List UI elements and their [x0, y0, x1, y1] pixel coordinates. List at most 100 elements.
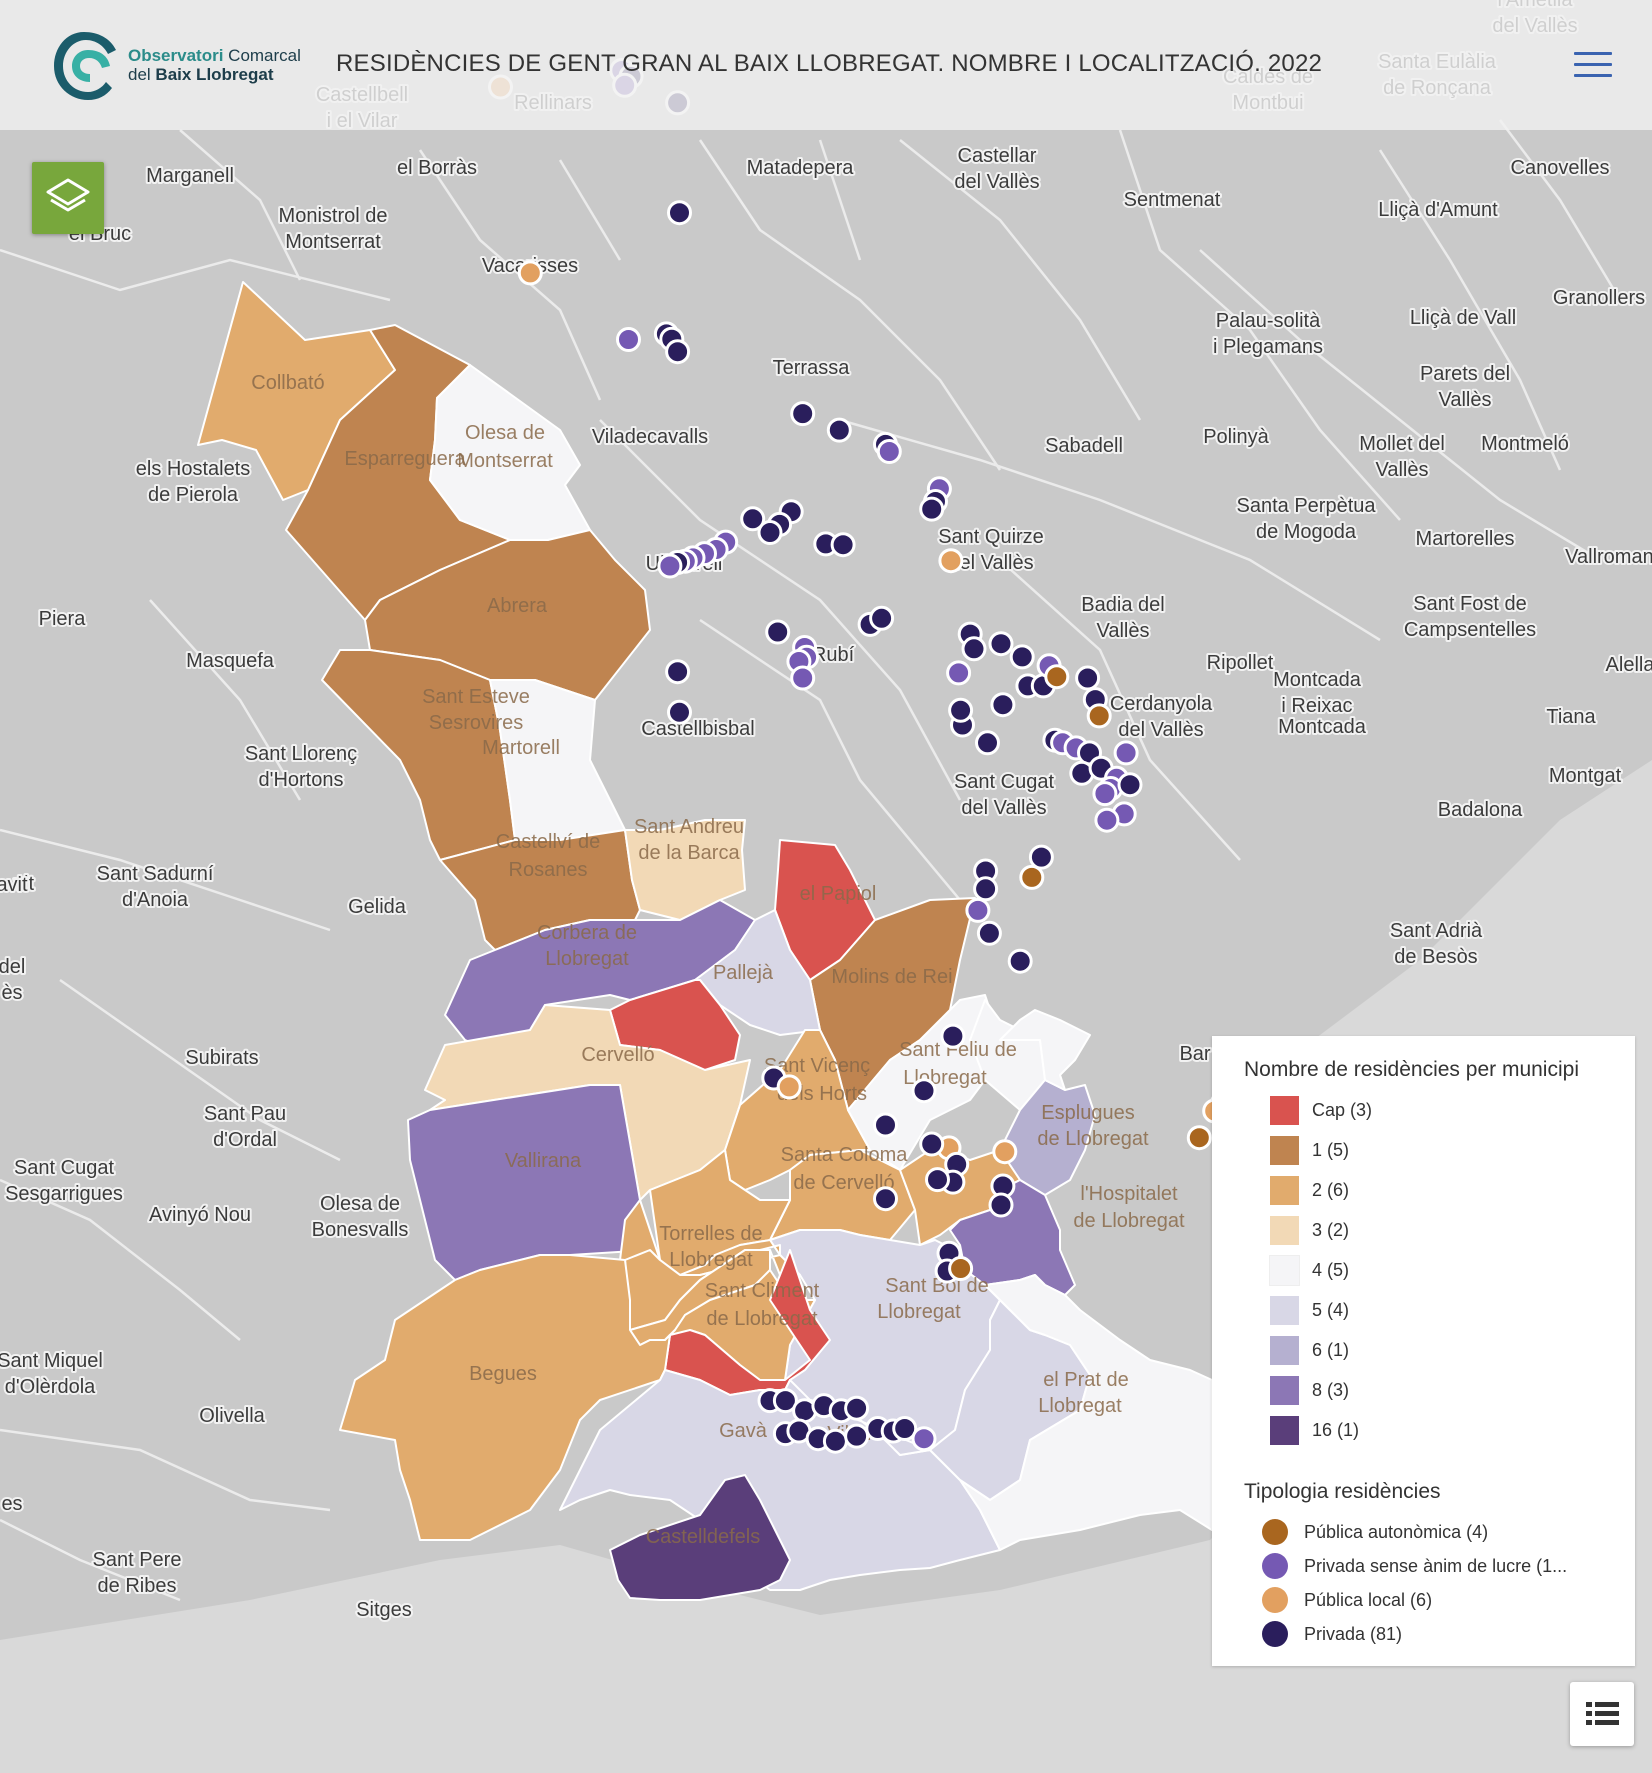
place-label: Sabadell	[1045, 435, 1123, 457]
residence-marker[interactable]	[1094, 807, 1120, 833]
logo-text-line2-bold: Baix Llobregat	[155, 65, 274, 84]
residence-marker[interactable]	[911, 1426, 937, 1452]
residence-marker[interactable]	[822, 1428, 848, 1454]
muni-StAndreu[interactable]	[624, 819, 746, 921]
place-label: es	[1, 1493, 22, 1515]
place-label: Monistrol de Montserrat	[279, 205, 388, 253]
residence-marker[interactable]	[776, 1074, 802, 1100]
residence-marker[interactable]	[975, 730, 1000, 756]
layers-button[interactable]	[32, 162, 104, 234]
residence-marker[interactable]	[1019, 864, 1045, 890]
residence-marker[interactable]	[869, 605, 895, 631]
residence-marker[interactable]	[976, 920, 1002, 946]
residence-marker[interactable]	[790, 665, 816, 691]
residence-marker[interactable]	[1075, 665, 1101, 691]
residence-marker[interactable]	[1007, 948, 1033, 974]
residence-marker[interactable]	[948, 1256, 974, 1281]
legend-swatch	[1270, 1336, 1299, 1365]
residence-marker[interactable]	[965, 897, 991, 923]
residence-marker[interactable]	[757, 520, 783, 545]
residence-marker[interactable]	[961, 636, 987, 662]
hamburger-menu-icon[interactable]	[1574, 52, 1612, 78]
residence-marker[interactable]	[765, 619, 791, 645]
residence-marker[interactable]	[657, 553, 683, 579]
place-label: Castellar del Vallès	[954, 145, 1039, 193]
residence-marker[interactable]	[790, 401, 816, 427]
residence-marker[interactable]	[1009, 644, 1035, 670]
residence-marker[interactable]	[873, 1186, 898, 1212]
residence-marker[interactable]	[667, 699, 692, 725]
municipality-label: Begues	[469, 1363, 537, 1385]
muni-Vallirana[interactable]	[407, 1084, 651, 1281]
muni-ElPrat[interactable]	[959, 1274, 1213, 1551]
place-label: Sentmenat	[1124, 189, 1221, 211]
residence-marker[interactable]	[946, 660, 972, 686]
municipality-label: l'Hospitalet	[1080, 1183, 1178, 1205]
municipality-label: Montserrat	[457, 450, 553, 472]
place-label: Sitges	[356, 1599, 412, 1621]
muni-Begues[interactable]	[339, 1254, 671, 1541]
residence-marker[interactable]	[892, 1416, 918, 1441]
place-label: del ès	[0, 956, 25, 1004]
residence-marker[interactable]	[616, 327, 641, 352]
muni-NEcluster[interactable]	[999, 1009, 1091, 1091]
residence-marker[interactable]	[844, 1423, 870, 1449]
legend-panel: Nombre de residències per municipi Cap (…	[1212, 1036, 1635, 1666]
legend-dot	[1262, 1621, 1288, 1647]
residence-marker[interactable]	[911, 1078, 937, 1104]
logo-text: Observatori Comarcal del Baix Llobregat	[128, 46, 301, 84]
municipality-label: Castelldefels	[646, 1526, 761, 1548]
list-icon	[1586, 1702, 1619, 1725]
residence-marker[interactable]	[948, 697, 974, 723]
residence-marker[interactable]	[919, 1131, 945, 1157]
residence-marker[interactable]	[919, 496, 945, 522]
residence-marker[interactable]	[925, 1167, 950, 1193]
municipality-label: Cervelló	[581, 1044, 654, 1066]
residence-marker[interactable]	[1186, 1125, 1212, 1151]
residence-marker[interactable]	[740, 506, 766, 532]
residence-marker[interactable]	[938, 548, 964, 574]
municipality-label: Abrera	[487, 595, 548, 617]
municipality-label: de Llobregat	[1037, 1128, 1149, 1150]
residence-marker[interactable]	[844, 1395, 870, 1421]
muni-Castelldefels[interactable]	[609, 1474, 791, 1601]
residence-marker[interactable]	[876, 439, 902, 464]
residence-marker[interactable]	[873, 1112, 898, 1138]
residence-marker[interactable]	[665, 659, 691, 685]
residence-marker[interactable]	[988, 1192, 1014, 1218]
residence-marker[interactable]	[667, 200, 692, 226]
place-label: Alella	[1606, 654, 1652, 676]
municipality-label: Sant Andreu	[634, 816, 744, 838]
residence-marker[interactable]	[826, 417, 852, 443]
residence-marker[interactable]	[1044, 664, 1070, 690]
place-label: Bar	[1179, 1043, 1210, 1065]
municipality-label: Sant Climent	[705, 1280, 820, 1302]
residence-marker[interactable]	[830, 532, 856, 558]
place-label: Tiana	[1546, 706, 1596, 728]
place-label: vit	[14, 873, 34, 895]
place-label: Sant Llorenç d'Hortons	[245, 743, 357, 791]
list-button[interactable]	[1570, 1682, 1634, 1746]
legend-label: Privada (81)	[1304, 1624, 1403, 1644]
legend-count-title: Nombre de residències per municipi	[1244, 1058, 1579, 1081]
legend-swatch	[1270, 1096, 1299, 1125]
residence-marker[interactable]	[990, 692, 1016, 718]
residence-marker[interactable]	[988, 631, 1014, 657]
muni-Gava[interactable]	[559, 1369, 1001, 1591]
residence-marker[interactable]	[665, 339, 691, 365]
residence-marker[interactable]	[1092, 781, 1118, 807]
residence-marker[interactable]	[1113, 740, 1139, 766]
residence-marker[interactable]	[973, 876, 999, 902]
place-label: Sant Quirze del Vallès	[938, 526, 1044, 574]
residence-marker[interactable]	[940, 1023, 966, 1049]
residence-marker[interactable]	[1086, 703, 1112, 729]
municipality-label: Llobregat	[877, 1301, 961, 1323]
residence-marker[interactable]	[772, 1388, 798, 1414]
residence-marker[interactable]	[992, 1139, 1018, 1165]
residence-marker[interactable]	[1117, 772, 1143, 798]
place-label: Piera	[39, 608, 87, 630]
residence-marker[interactable]	[1028, 844, 1054, 870]
place-label: Montgat	[1549, 765, 1622, 787]
place-label: avit	[0, 874, 28, 896]
residence-marker[interactable]	[517, 260, 543, 286]
